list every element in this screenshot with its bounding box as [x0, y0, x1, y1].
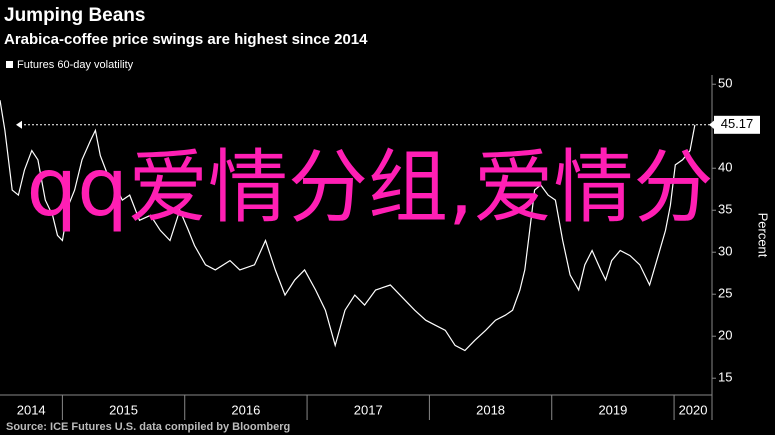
chart-subtitle: Arabica-coffee price swings are highest … — [4, 31, 368, 48]
x-tick-label: 2020 — [679, 402, 708, 417]
x-tick-label: 2016 — [231, 402, 260, 417]
legend-label: Futures 60-day volatility — [17, 59, 134, 71]
x-tick-label: 2015 — [109, 402, 138, 417]
chart-title: Jumping Beans — [4, 5, 145, 26]
y-tick-label: 30 — [718, 244, 732, 259]
source: Source: ICE Futures U.S. data compiled b… — [6, 421, 290, 433]
value-label: 45.17 — [721, 116, 754, 131]
y-tick-label: 20 — [718, 328, 732, 343]
x-tick-label: 2014 — [17, 402, 46, 417]
x-tick-label: 2018 — [476, 402, 505, 417]
data-line — [0, 100, 696, 352]
x-tick-label: 2017 — [354, 402, 383, 417]
legend-swatch — [6, 61, 13, 68]
y-tick-label: 15 — [718, 370, 732, 385]
value-label-box — [714, 115, 760, 134]
y-tick-label: 25 — [718, 286, 732, 301]
value-label-pointer — [709, 119, 715, 130]
y-axis-label: Percent — [756, 213, 771, 258]
y-tick-label: 35 — [718, 202, 732, 217]
y-tick-label: 50 — [718, 76, 732, 91]
y-tick-label: 40 — [718, 160, 732, 175]
watermark: qq爱情分组,爱情分 — [26, 141, 714, 234]
x-tick-label: 2019 — [598, 402, 627, 417]
reference-arrow — [16, 120, 22, 129]
